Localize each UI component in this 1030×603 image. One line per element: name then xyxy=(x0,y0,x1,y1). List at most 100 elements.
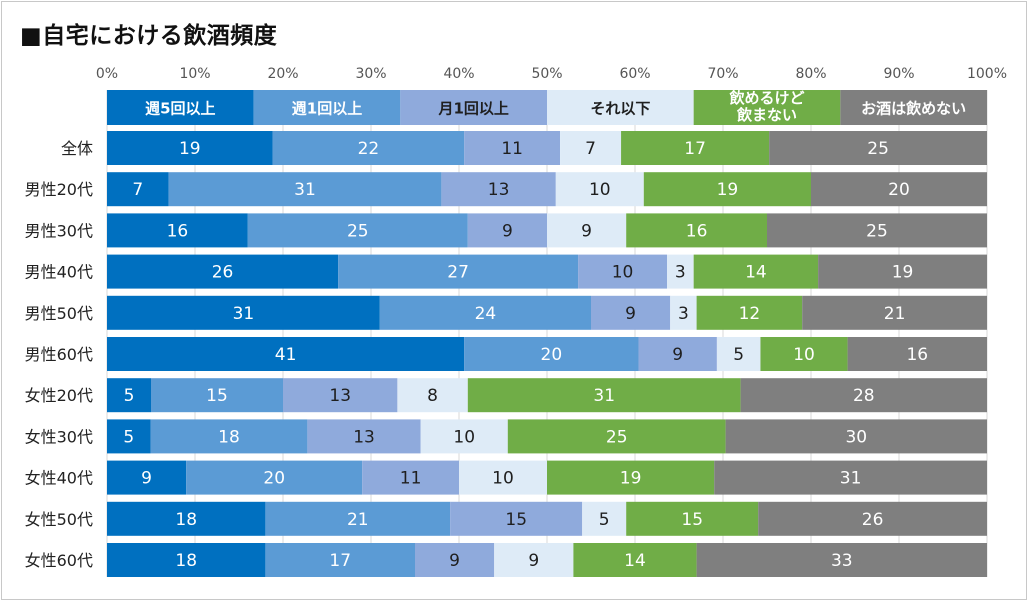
bar-segment xyxy=(450,501,583,536)
bar-segment xyxy=(283,378,398,413)
bar-segment xyxy=(107,131,273,165)
data-label: 22 xyxy=(358,139,380,159)
legend: 週5回以上 週1回以上 月1回以上 それ以下 飲めるけど飲まない お酒は飲めない xyxy=(107,89,987,125)
x-tick-label: 100% xyxy=(967,66,1007,82)
x-tick-label: 10% xyxy=(179,66,210,82)
category-label: 女性20代 xyxy=(25,386,93,405)
bar-segment xyxy=(107,460,187,495)
bar-segment xyxy=(716,337,761,371)
x-tick-label: 90% xyxy=(883,66,914,82)
data-label: 25 xyxy=(866,221,888,241)
legend-swatch xyxy=(400,90,547,125)
data-label: 9 xyxy=(502,221,513,241)
x-tick-label: 50% xyxy=(531,66,562,82)
data-label: 19 xyxy=(620,469,642,489)
bar-segment xyxy=(186,460,363,495)
data-label: 15 xyxy=(505,510,527,530)
bar-segment xyxy=(247,213,468,248)
bar-segment xyxy=(693,254,819,289)
data-label: 25 xyxy=(606,427,628,447)
bar-segment xyxy=(670,295,697,330)
bar-segment xyxy=(459,460,547,495)
category-labels: 全体男性20代男性30代男性40代男性50代男性60代女性20代女性30代女性4… xyxy=(25,139,93,570)
bar-segment xyxy=(547,213,627,248)
data-label: 11 xyxy=(501,139,523,159)
legend-label: 月1回以上 xyxy=(437,100,508,118)
legend-label: お酒は飲めない xyxy=(861,100,966,118)
data-label: 10 xyxy=(453,427,475,447)
data-label: 9 xyxy=(581,221,592,241)
bar-segment xyxy=(107,254,339,289)
bar-segment xyxy=(714,460,987,495)
data-label: 18 xyxy=(175,510,197,530)
category-label: 男性30代 xyxy=(25,221,93,240)
data-label: 20 xyxy=(888,180,910,200)
data-label: 9 xyxy=(528,551,539,571)
bar-segment xyxy=(107,337,465,371)
bar-segment xyxy=(107,172,169,207)
legend-swatch xyxy=(107,90,254,125)
data-label: 31 xyxy=(233,304,255,324)
data-label: 18 xyxy=(218,427,240,447)
data-label: 27 xyxy=(447,263,469,283)
data-label: 12 xyxy=(739,304,761,324)
bar-segment xyxy=(696,295,803,330)
legend-label: 週1回以上 xyxy=(292,100,362,118)
bar-segment xyxy=(573,543,697,577)
data-label: 31 xyxy=(840,469,862,489)
data-label: 16 xyxy=(906,345,928,365)
data-label: 15 xyxy=(681,510,703,530)
data-label: 9 xyxy=(672,345,683,365)
bar-segment xyxy=(494,543,574,577)
data-label: 5 xyxy=(123,427,134,447)
bar-segment xyxy=(507,419,726,454)
bar-segment xyxy=(818,254,987,289)
data-label: 14 xyxy=(624,551,646,571)
chart-title: ■自宅における飲酒頻度 xyxy=(20,23,278,49)
bar-segment xyxy=(168,172,442,207)
data-label: 16 xyxy=(167,221,189,241)
bar-segment xyxy=(467,213,547,248)
bar-segment xyxy=(265,501,451,536)
bar-segment xyxy=(362,460,459,495)
category-label: 男性40代 xyxy=(25,263,93,282)
legend-swatch xyxy=(693,90,841,125)
bar-segment xyxy=(547,460,715,495)
bar-segment xyxy=(667,254,694,289)
data-label: 15 xyxy=(206,386,228,406)
legend-swatch xyxy=(840,90,987,125)
bar-segment xyxy=(696,543,987,577)
bar-segment xyxy=(420,419,508,454)
data-label: 7 xyxy=(132,180,143,200)
bar-segment xyxy=(638,337,717,371)
bar-segment xyxy=(441,172,556,207)
category-label: 女性40代 xyxy=(25,469,93,488)
category-label: 全体 xyxy=(61,139,93,158)
bar-segment xyxy=(307,419,421,454)
bar-segment xyxy=(811,172,987,207)
data-label: 25 xyxy=(347,221,369,241)
x-tick-label: 60% xyxy=(619,66,650,82)
bar-segment xyxy=(802,295,987,330)
data-label: 8 xyxy=(427,386,438,406)
data-label: 26 xyxy=(862,510,884,530)
data-label: 16 xyxy=(686,221,708,241)
data-label: 5 xyxy=(599,510,610,530)
bar-segment xyxy=(107,295,380,330)
data-label: 5 xyxy=(124,386,135,406)
bar-segment xyxy=(740,378,987,413)
data-label: 10 xyxy=(612,263,634,283)
data-label: 31 xyxy=(294,180,316,200)
category-label: 女性30代 xyxy=(25,427,93,446)
data-label: 3 xyxy=(678,304,689,324)
data-label: 19 xyxy=(892,263,914,283)
data-label: 3 xyxy=(675,263,686,283)
category-label: 男性50代 xyxy=(25,304,93,323)
bar-segment xyxy=(591,295,671,330)
data-label: 7 xyxy=(585,139,596,159)
x-axis-ticks: 0% 10% 20% 30% 40% 50% 60% 70% 80% 90% 100% xyxy=(96,66,1007,82)
category-label: 男性20代 xyxy=(25,180,93,199)
bar-segment xyxy=(107,213,248,248)
bar-segment xyxy=(760,337,848,371)
x-tick-label: 80% xyxy=(795,66,826,82)
